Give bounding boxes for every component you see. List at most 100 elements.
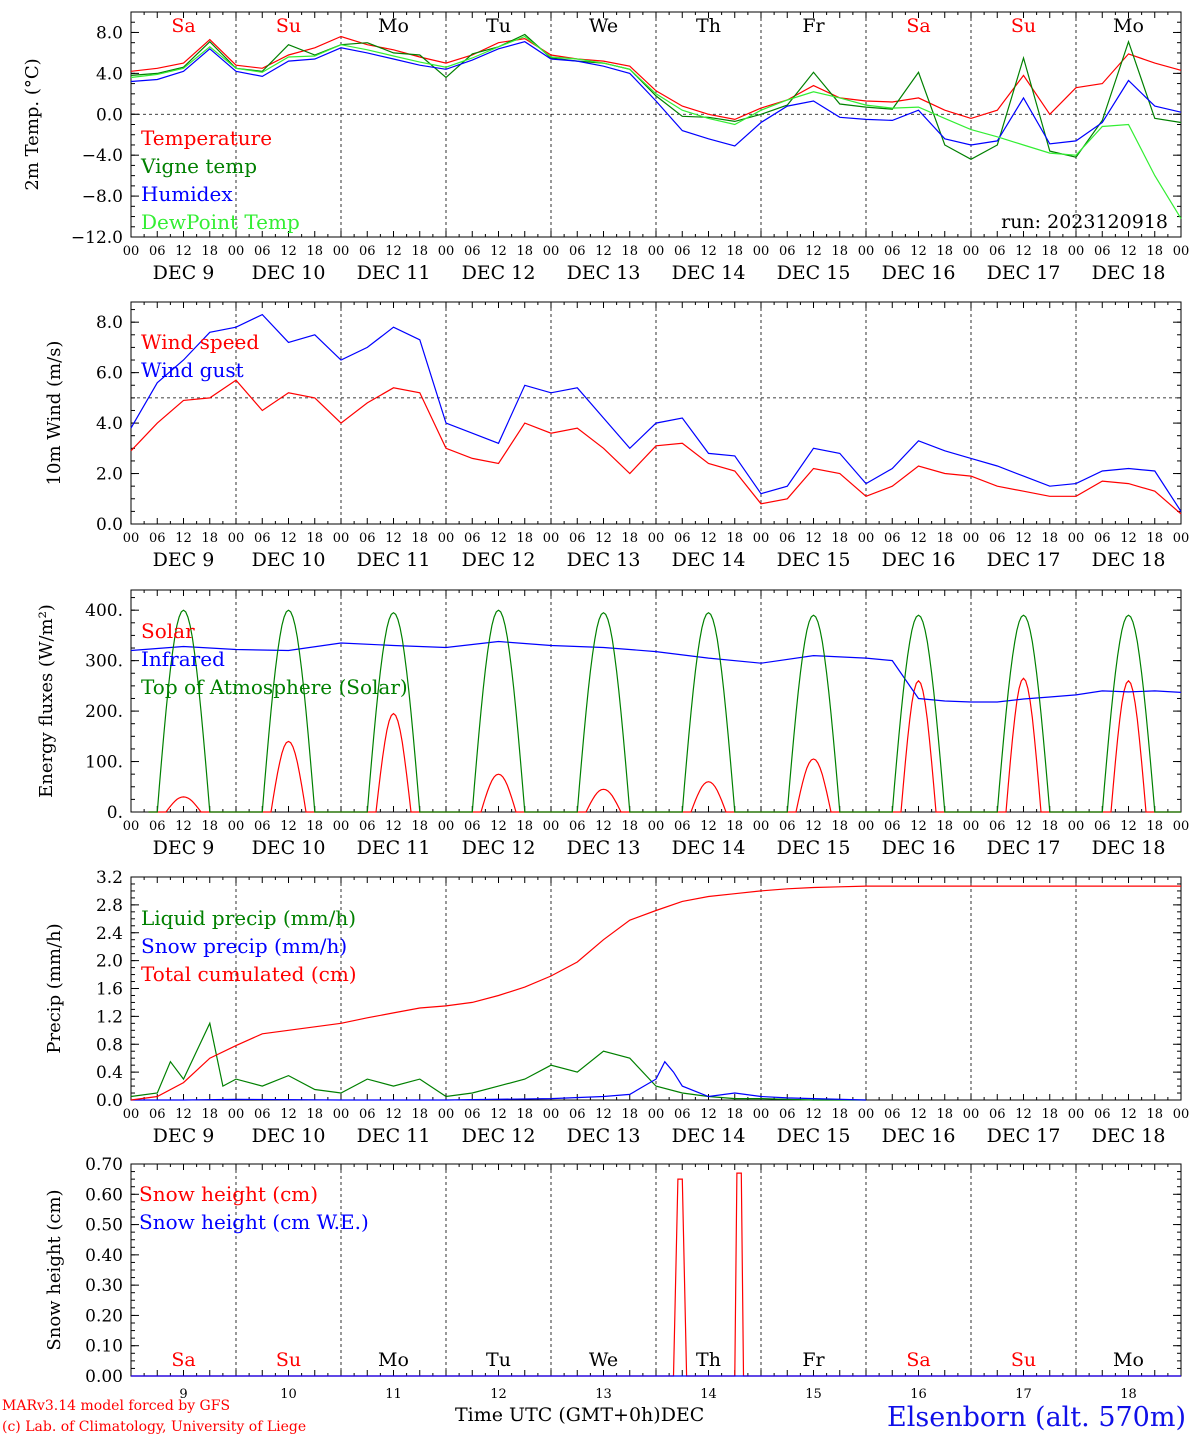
weekday-label: Mo: [1113, 15, 1144, 37]
hour-label: 12: [700, 531, 717, 546]
hour-label: 18: [726, 244, 743, 259]
date-label: DEC 14: [672, 837, 746, 859]
hour-label: 00: [753, 244, 770, 259]
hour-label: 06: [989, 819, 1006, 834]
station-title: Elsenborn (alt. 570m): [887, 1402, 1186, 1433]
weekday-label: Mo: [378, 15, 409, 37]
hour-label: 12: [805, 531, 822, 546]
weekday-label: Sa: [171, 15, 195, 37]
hour-label: 00: [1068, 244, 1085, 259]
date-label: DEC 15: [777, 1125, 851, 1147]
series-line-liquid-precip-mm-h-: [130, 1021, 866, 1101]
y-tick-label: 0.20: [85, 1306, 123, 1326]
hour-label: 06: [149, 819, 166, 834]
hour-label: 06: [149, 244, 166, 259]
panel-4: 3.2 2.8 2.4 2.0 1.6 1.2 0.8 0.4 0.0 Precip (mm/h)…: [44, 868, 1189, 1147]
hour-label: 06: [674, 819, 691, 834]
hour-label: 00: [543, 531, 560, 546]
legend-entry: Vigne temp: [140, 154, 257, 178]
hour-label: 06: [1094, 1107, 1111, 1122]
date-label: DEC 18: [1092, 1125, 1166, 1147]
time-axis-label: Time UTC (GMT+0h)DEC: [455, 1404, 704, 1426]
weekday-label: Mo: [378, 1349, 409, 1371]
hour-label: 00: [1068, 531, 1085, 546]
y-tick-label: 0.0: [96, 515, 123, 535]
y-tick-label: 1.2: [96, 1007, 123, 1027]
hour-label: 18: [306, 531, 323, 546]
legend-entry: Humidex: [141, 182, 233, 206]
legend-entry: Solar: [141, 619, 195, 643]
date-label: DEC 17: [987, 262, 1061, 284]
y-tick-label: 2.0: [96, 952, 123, 972]
day-number-label: 10: [280, 1387, 297, 1402]
panel-2: 8.0 6.0 4.0 2.0 0.0 10m Wind (m/s) Wind speed W…: [44, 301, 1190, 571]
weekday-label: Sa: [906, 15, 930, 37]
hour-label: 18: [516, 244, 533, 259]
hour-label: 00: [1173, 1107, 1190, 1122]
series-line-snow-precip-mm-h-: [131, 1060, 867, 1101]
hour-label: 18: [201, 1107, 218, 1122]
legend-entry: Wind gust: [141, 358, 244, 382]
hour-label: 00: [1173, 531, 1190, 546]
hour-label: 00: [333, 819, 350, 834]
legend-entry: Infrared: [141, 647, 225, 671]
hour-label: 18: [516, 819, 533, 834]
hour-label: 18: [1041, 819, 1058, 834]
y-tick-label: 4.0: [96, 64, 123, 84]
hour-label: 06: [149, 1107, 166, 1122]
hour-label: 18: [1146, 1107, 1163, 1122]
hour-label: 00: [543, 244, 560, 259]
hour-label: 18: [201, 244, 218, 259]
day-number-label: 14: [700, 1387, 717, 1402]
hour-label: 12: [490, 531, 507, 546]
day-number-label: 16: [910, 1387, 927, 1402]
hour-label: 00: [963, 531, 980, 546]
day-number-label: 11: [385, 1387, 402, 1402]
weekday-label: Sa: [906, 1349, 930, 1371]
hour-label: 18: [726, 531, 743, 546]
legend-entry: Temperature: [141, 126, 272, 150]
hour-label: 06: [884, 531, 901, 546]
hour-label: 06: [149, 531, 166, 546]
hour-label: 18: [1041, 244, 1058, 259]
hour-label: 00: [333, 244, 350, 259]
hour-label: 00: [858, 1107, 875, 1122]
hour-label: 18: [831, 244, 848, 259]
run-annotation: run: 2023120918: [1001, 211, 1168, 233]
hour-label: 06: [254, 531, 271, 546]
copyright-credit: (c) Lab. of Climatology, University of L…: [2, 1419, 307, 1435]
weekday-label: Su: [276, 15, 301, 37]
panel-5: 0.70 0.60 0.50 0.40 0.30 0.20 0.10 0.00 Snow hei…: [44, 1155, 1182, 1402]
hour-label: 00: [228, 1107, 245, 1122]
y-tick-label: 4.0: [96, 414, 123, 434]
date-label: DEC 16: [882, 837, 956, 859]
hour-label: 12: [1015, 531, 1032, 546]
hour-label: 00: [123, 1107, 140, 1122]
weekday-label: Su: [1011, 1349, 1036, 1371]
y-tick-label: 100.: [85, 753, 123, 773]
hour-label: 00: [438, 1107, 455, 1122]
hour-label: 00: [963, 819, 980, 834]
legend-entry: Snow height (cm): [139, 1182, 318, 1206]
hour-label: 06: [569, 244, 586, 259]
plot-frame: [130, 11, 1182, 238]
hour-label: 18: [411, 531, 428, 546]
hour-label: 12: [910, 1107, 927, 1122]
hour-label: 00: [648, 531, 665, 546]
date-label: DEC 18: [1092, 262, 1166, 284]
hour-label: 18: [1041, 531, 1058, 546]
hour-label: 12: [385, 1107, 402, 1122]
date-label: DEC 16: [882, 549, 956, 571]
hour-label: 18: [201, 531, 218, 546]
hour-label: 12: [490, 819, 507, 834]
hour-label: 18: [1146, 819, 1163, 834]
hour-label: 12: [910, 819, 927, 834]
y-tick-label: 1.6: [96, 980, 123, 1000]
date-label: DEC 18: [1092, 549, 1166, 571]
hour-label: 00: [648, 244, 665, 259]
hour-label: 06: [779, 819, 796, 834]
date-label: DEC 12: [462, 549, 536, 571]
day-number-label: 15: [805, 1387, 822, 1402]
weekday-label: Tu: [486, 15, 511, 37]
hour-label: 18: [411, 1107, 428, 1122]
